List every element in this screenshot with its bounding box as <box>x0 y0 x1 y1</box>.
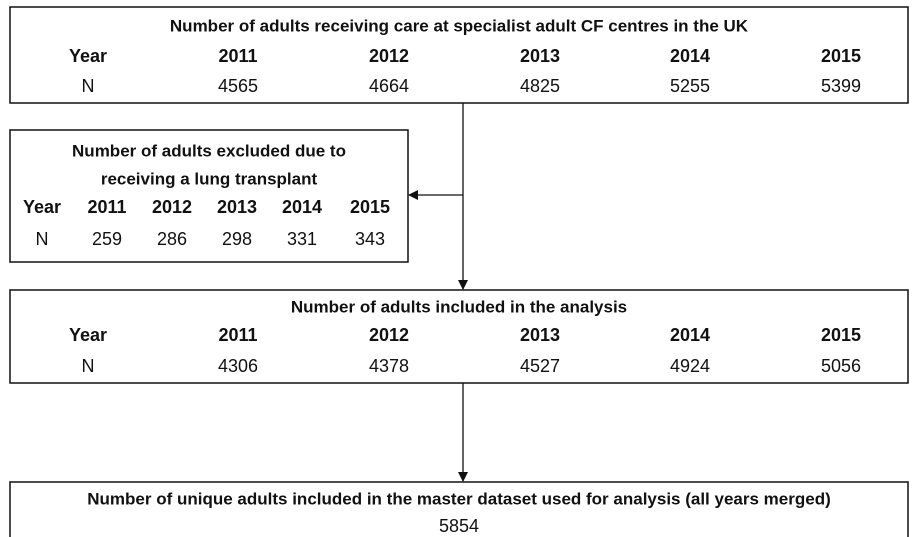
row-label: Year <box>23 197 61 217</box>
year-header: 2013 <box>520 325 560 345</box>
year-header: 2015 <box>350 197 390 217</box>
count-cell: 343 <box>355 229 385 249</box>
count-cell: 4527 <box>520 356 560 376</box>
count-cell: 259 <box>92 229 122 249</box>
year-header: 2011 <box>87 197 126 217</box>
count-cell: 298 <box>222 229 252 249</box>
count-cell: 286 <box>157 229 187 249</box>
year-header: 2014 <box>670 46 710 66</box>
year-header: 2014 <box>282 197 322 217</box>
count-cell: 331 <box>287 229 317 249</box>
count-cell: 4565 <box>218 76 258 96</box>
year-header: 2012 <box>369 46 409 66</box>
year-header: 2015 <box>821 325 861 345</box>
year-header: 2011 <box>218 46 257 66</box>
row-label: Year <box>69 46 107 66</box>
row-label: N <box>82 356 95 376</box>
count-cell: 5056 <box>821 356 861 376</box>
count-cell: 4378 <box>369 356 409 376</box>
count-cell: 5255 <box>670 76 710 96</box>
count-cell: 5399 <box>821 76 861 96</box>
box-title: receiving a lung transplant <box>101 169 318 188</box>
year-header: 2013 <box>217 197 257 217</box>
year-header: 2015 <box>821 46 861 66</box>
box-included <box>9 289 909 384</box>
count-cell: 4825 <box>520 76 560 96</box>
box-title: Number of adults included in the analysi… <box>291 297 627 316</box>
year-header: 2012 <box>369 325 409 345</box>
final-title: Number of unique adults included in the … <box>87 489 830 508</box>
year-header: 2011 <box>218 325 257 345</box>
year-header: 2013 <box>520 46 560 66</box>
box-total <box>9 6 909 104</box>
row-label: N <box>36 229 49 249</box>
box-title: Number of adults excluded due to <box>72 141 346 160</box>
count-cell: 4664 <box>369 76 409 96</box>
box-title: Number of adults receiving care at speci… <box>170 16 749 35</box>
count-cell: 4306 <box>218 356 258 376</box>
year-header: 2014 <box>670 325 710 345</box>
row-label: Year <box>69 325 107 345</box>
year-header: 2012 <box>152 197 192 217</box>
box-final <box>9 481 909 537</box>
count-cell: 4924 <box>670 356 710 376</box>
row-label: N <box>82 76 95 96</box>
final-value: 5854 <box>439 516 479 536</box>
